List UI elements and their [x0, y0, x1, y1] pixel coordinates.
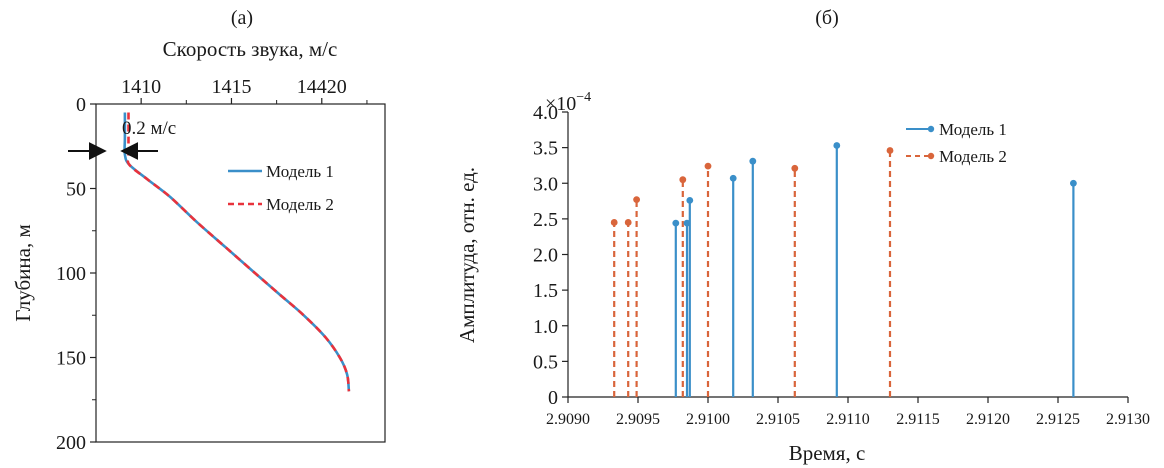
panel-b-series — [610, 142, 1077, 397]
panel-a-plot-frame — [95, 103, 386, 443]
stem-series-model-1 — [672, 142, 1077, 397]
panel-b-x-tick-label: 2.9120 — [966, 411, 1010, 428]
panel-a-y-tick-label: 150 — [56, 348, 86, 370]
panel-b-y-tick-label: 3.5 — [533, 138, 558, 160]
panel-b-y-ticks: 0 0.5 1.0 1.5 2.0 2.5 3.0 3.5 4.0 — [533, 102, 568, 409]
panel-b-x-tick-label: 2.9110 — [826, 411, 869, 428]
panel-b-x-tick-label: 2.9125 — [1036, 411, 1080, 428]
panel-b-y-tick-label: 0.5 — [533, 351, 558, 373]
stem-marker-model-2 — [886, 147, 894, 154]
panel-a-legend: Модель 1 Модель 2 — [228, 162, 334, 214]
stem-marker-model-2 — [624, 219, 632, 226]
panel-a-x-tick-label: 1415 — [211, 76, 251, 98]
legend-a-label-model-1: Модель 1 — [266, 162, 334, 181]
panel-a-y-tick-label: 200 — [56, 432, 86, 454]
panel-a-x-tick-label: 14420 — [297, 76, 347, 98]
stem-marker-model-1 — [729, 174, 737, 182]
panel-b-x-tick-label: 2.9105 — [756, 411, 800, 428]
panel-b-y-tick-label: 1.0 — [533, 316, 558, 338]
panel-b-y-multiplier-exp: −4 — [576, 90, 591, 105]
stem-marker-model-2 — [633, 196, 640, 204]
legend-a-label-model-2-text: Модель 2 — [266, 195, 334, 214]
panel-b-y-tick-label: 2.5 — [533, 209, 558, 231]
panel-a-y-tick-label: 0 — [76, 94, 86, 116]
panel-a: (а) Скорость звука, м/с Глубина, м 1410 1… — [11, 7, 386, 454]
stem-marker-model-2 — [704, 162, 712, 170]
panel-b: (б) ×10−4 Амплитуда, отн. ед. Время, с 0… — [455, 7, 1150, 465]
stem-marker-model-2 — [679, 176, 687, 184]
panel-a-y-tick-label: 100 — [56, 263, 86, 285]
stem-marker-model-1 — [672, 219, 680, 227]
legend-b-marker-model-1 — [927, 125, 935, 133]
legend-b-label-model-1-text: Модель 1 — [939, 120, 1007, 139]
panel-b-legend: Модель 1 Модель 2 — [906, 120, 1007, 166]
delta-annotation: 0.2 м/с — [122, 118, 176, 139]
panel-b-y-tick-label: 1.5 — [533, 280, 558, 302]
legend-b-label-model-1: Модель 1 — [939, 120, 1007, 139]
stem-marker-model-1 — [686, 196, 694, 204]
legend-b-marker-model-2 — [927, 152, 935, 160]
panel-b-y-tick-label: 2.0 — [533, 245, 558, 267]
panel-b-x-ticks: 2.9090 2.9095 2.9100 2.9105 2.9110 2.9115 2.91… — [546, 397, 1150, 428]
panel-a-y-ticks: 0 50 100 150 200 — [56, 94, 96, 454]
stem-marker-model-1 — [1070, 179, 1077, 187]
panel-a-x-axis-title: Скорость звука, м/с — [163, 37, 338, 61]
legend-b-label-model-2-text: Модель 2 — [939, 147, 1007, 166]
panel-b-y-multiplier: ×10−4 — [545, 90, 591, 115]
panel-b-x-tick-label: 2.9115 — [896, 411, 939, 428]
stem-marker-model-1 — [833, 142, 841, 149]
legend-b-label-model-2: Модель 2 — [939, 147, 1007, 166]
panel-b-x-axis-title: Время, с — [789, 441, 866, 465]
stem-marker-model-1 — [683, 219, 691, 227]
panel-a-label: (а) — [231, 7, 253, 29]
panel-b-x-tick-label: 2.9100 — [686, 411, 730, 428]
panel-b-x-tick-label: 2.9090 — [546, 411, 590, 428]
panel-b-label: (б) — [815, 7, 839, 29]
panel-b-x-tick-label: 2.9130 — [1106, 411, 1150, 428]
panel-b-y-multiplier-base: ×10 — [545, 93, 576, 115]
stem-marker-model-2 — [610, 219, 618, 226]
profile-line-model-1 — [123, 112, 351, 392]
panel-b-y-tick-label: 3.0 — [533, 173, 558, 195]
panel-a-series — [123, 112, 351, 392]
panel-a-x-tick-label: 1410 — [121, 76, 161, 98]
panel-a-y-axis-title: Глубина, м — [11, 224, 35, 322]
panel-b-y-axis-title: Амплитуда, отн. ед. — [455, 167, 479, 343]
panel-b-x-tick-label: 2.9095 — [616, 411, 660, 428]
panel-a-x-ticks: 1410 1415 14420 — [121, 76, 368, 104]
profile-line-model-2 — [126, 112, 351, 392]
panel-b-y-tick-label: 4.0 — [533, 102, 558, 124]
legend-a-label-model-2: Модель 2 — [266, 195, 334, 214]
panel-a-y-tick-label: 50 — [66, 179, 86, 201]
stem-marker-model-1 — [749, 157, 757, 165]
stem-marker-model-2 — [791, 164, 799, 172]
stem-series-model-2 — [610, 147, 894, 397]
legend-a-label-model-1-text: Модель 1 — [266, 162, 334, 181]
panel-b-y-tick-label: 0 — [548, 387, 558, 409]
